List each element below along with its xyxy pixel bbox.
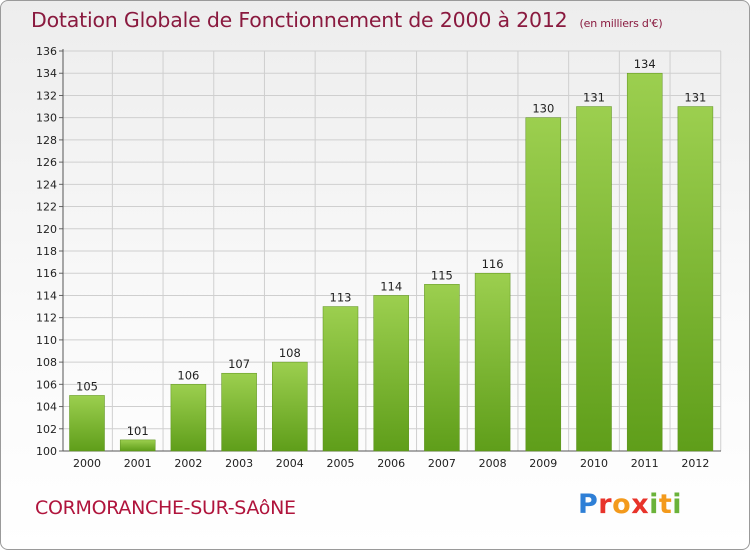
x-tick-label-2004: 2004: [276, 457, 304, 470]
y-tick-label: 124: [36, 178, 57, 191]
logo-letter: x: [631, 489, 650, 520]
data-label-2000: 105: [76, 379, 98, 393]
y-tick-label: 100: [36, 445, 57, 458]
logo-letter: t: [658, 489, 673, 520]
x-tick-label-2000: 2000: [73, 457, 101, 470]
bar-2002: [170, 384, 207, 452]
data-label-2010: 131: [583, 91, 605, 105]
y-tick-label: 104: [36, 401, 57, 414]
y-tick-label: 118: [36, 245, 57, 258]
y-tick-label: 108: [36, 356, 57, 369]
y-tick-label: 114: [36, 289, 57, 302]
data-label-2011: 134: [634, 57, 656, 71]
bar-2003: [221, 372, 257, 452]
bar-2006: [373, 295, 409, 452]
data-label-2006: 114: [380, 279, 402, 293]
data-label-2003: 107: [228, 357, 250, 371]
data-label-2002: 106: [177, 368, 199, 382]
y-tick-label: 116: [36, 267, 57, 280]
data-label-2004: 108: [279, 346, 301, 360]
bar-2000: [69, 395, 105, 452]
chart-title-text: Dotation Globale de Fonctionnement de 20…: [31, 8, 568, 32]
town-name: CORMORANCHE-SUR-SAôNE: [35, 497, 296, 519]
x-tick-label-2009: 2009: [529, 457, 557, 470]
bar-2011: [626, 72, 663, 452]
logo-letter: o: [612, 489, 632, 520]
proxiti-logo: Proxiti: [578, 489, 682, 520]
bar-2012: [677, 106, 714, 452]
bar-2010: [576, 106, 612, 452]
logo-letter: i: [672, 489, 683, 520]
x-tick-labels: 2000 2001 2002 2003 2004 2005 2006 2007 2008 2009…: [73, 457, 709, 470]
bar-2005: [322, 306, 359, 452]
y-tick-label: 110: [36, 334, 57, 347]
data-label-2001: 101: [127, 424, 149, 438]
data-label-2008: 116: [482, 257, 504, 271]
x-tick-label-2012: 2012: [681, 457, 709, 470]
data-label-2009: 130: [532, 102, 554, 116]
data-label-2007: 115: [431, 268, 453, 282]
x-tick-label-2008: 2008: [479, 457, 507, 470]
x-tick-label-2006: 2006: [377, 457, 405, 470]
x-tick-label-2005: 2005: [327, 457, 355, 470]
logo-letter: i: [649, 489, 659, 520]
y-tick-label: 106: [36, 378, 57, 391]
bars: [69, 72, 714, 452]
x-tick-label-2001: 2001: [124, 457, 152, 470]
bar-2007: [424, 284, 460, 452]
y-tick-label: 128: [36, 134, 57, 147]
chart-title: Dotation Globale de Fonctionnement de 20…: [31, 8, 663, 32]
x-tick-label-2002: 2002: [174, 457, 202, 470]
x-tick-label-2010: 2010: [580, 457, 608, 470]
y-tick-label: 102: [36, 423, 57, 436]
y-tick-label: 130: [36, 112, 57, 125]
y-tick-labels: 100 102 104 106 108 110 112 114 116 118 120 122 124 1…: [36, 45, 57, 458]
logo-letter: P: [578, 489, 599, 520]
data-labels: 105 101 106 107 108 113 114 115 116 130 131 134 131: [76, 57, 706, 438]
data-label-2012: 131: [684, 91, 706, 105]
chart-unit: (en milliers d'€): [579, 17, 663, 30]
y-tick-label: 112: [36, 312, 57, 325]
y-tick-label: 134: [36, 67, 57, 80]
y-tick-label: 126: [36, 156, 57, 169]
bar-2008: [474, 272, 511, 452]
x-tick-label-2011: 2011: [631, 457, 659, 470]
y-tick-label: 120: [36, 223, 57, 236]
x-tick-label-2003: 2003: [225, 457, 253, 470]
y-tick-label: 122: [36, 201, 57, 214]
data-label-2005: 113: [330, 291, 352, 305]
x-tick-label-2007: 2007: [428, 457, 456, 470]
bar-2001: [119, 439, 156, 452]
bar-chart: 100 102 104 106 108 110 112 114 116 118 120 122 124 1…: [36, 45, 722, 470]
bar-2009: [525, 117, 562, 452]
y-tick-label: 132: [36, 89, 57, 102]
bar-2004: [272, 361, 308, 452]
y-tick-label: 136: [36, 45, 57, 58]
logo-letter: r: [598, 489, 613, 520]
